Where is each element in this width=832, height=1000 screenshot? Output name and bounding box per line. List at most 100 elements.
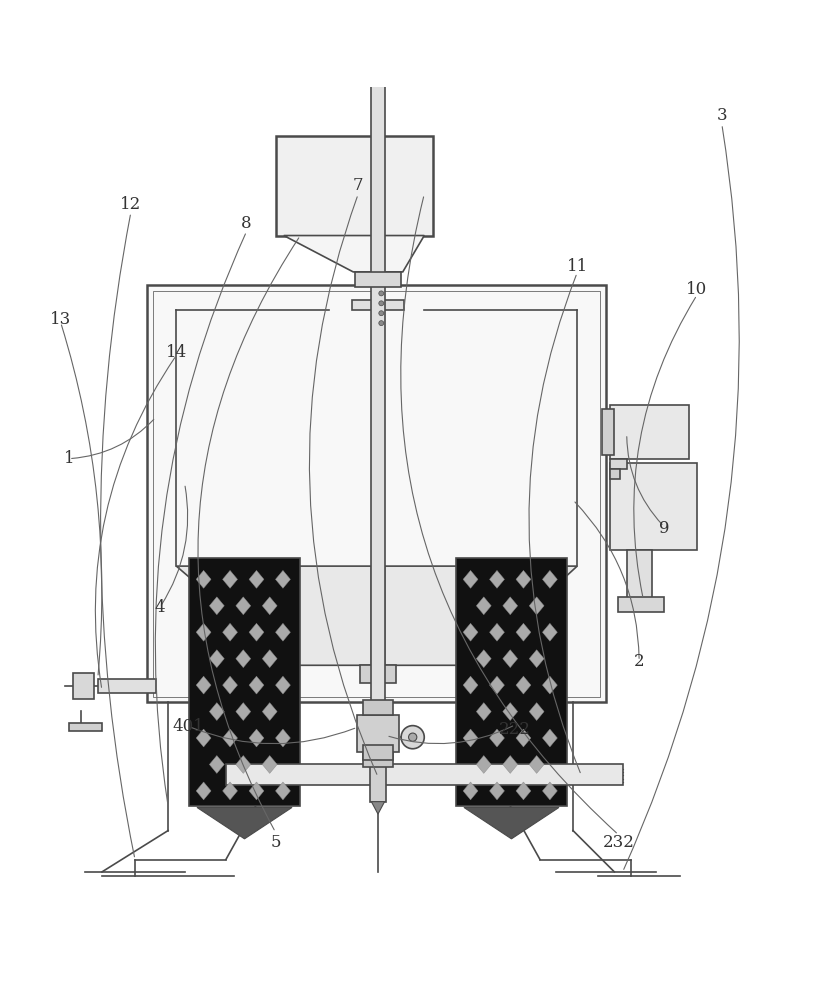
Bar <box>359 665 396 683</box>
Polygon shape <box>516 676 531 694</box>
Polygon shape <box>463 729 478 747</box>
Circle shape <box>379 321 384 326</box>
Bar <box>73 673 94 699</box>
Polygon shape <box>223 623 237 641</box>
Text: 4: 4 <box>155 599 165 616</box>
Polygon shape <box>262 597 277 615</box>
Polygon shape <box>210 756 225 773</box>
Polygon shape <box>275 623 290 641</box>
Polygon shape <box>529 650 544 668</box>
Text: 232: 232 <box>602 834 635 851</box>
Polygon shape <box>463 570 478 588</box>
Polygon shape <box>516 623 531 641</box>
Polygon shape <box>196 623 211 641</box>
Bar <box>456 558 567 806</box>
Polygon shape <box>210 703 225 720</box>
Bar <box>353 300 404 310</box>
Polygon shape <box>235 703 250 720</box>
Polygon shape <box>223 676 237 694</box>
Circle shape <box>379 291 384 296</box>
Polygon shape <box>516 782 531 800</box>
Bar <box>369 748 386 802</box>
Polygon shape <box>249 623 264 641</box>
Polygon shape <box>503 650 518 668</box>
Polygon shape <box>262 650 277 668</box>
Polygon shape <box>235 597 250 615</box>
Bar <box>610 469 620 479</box>
Polygon shape <box>542 623 557 641</box>
Bar <box>363 700 393 715</box>
Polygon shape <box>284 236 424 272</box>
Polygon shape <box>262 703 277 720</box>
Polygon shape <box>489 729 504 747</box>
Polygon shape <box>210 597 225 615</box>
Polygon shape <box>196 729 211 747</box>
Polygon shape <box>516 729 531 747</box>
Polygon shape <box>223 782 237 800</box>
Polygon shape <box>489 676 504 694</box>
Polygon shape <box>503 597 518 615</box>
Polygon shape <box>235 650 250 668</box>
Polygon shape <box>196 676 211 694</box>
Bar <box>363 752 393 767</box>
Polygon shape <box>249 570 264 588</box>
Polygon shape <box>529 597 544 615</box>
Bar <box>626 550 651 599</box>
Text: 10: 10 <box>686 281 708 298</box>
Bar <box>610 463 697 550</box>
Polygon shape <box>464 807 559 839</box>
Polygon shape <box>477 650 491 668</box>
Polygon shape <box>223 729 237 747</box>
Polygon shape <box>529 756 544 773</box>
Bar <box>69 723 102 731</box>
Polygon shape <box>275 729 290 747</box>
Polygon shape <box>210 650 225 668</box>
Text: 12: 12 <box>121 196 141 213</box>
Text: 13: 13 <box>50 311 72 328</box>
Bar <box>147 285 606 702</box>
Text: 7: 7 <box>353 177 364 194</box>
Polygon shape <box>275 782 290 800</box>
Polygon shape <box>516 570 531 588</box>
Text: 3: 3 <box>716 107 727 124</box>
Bar <box>610 405 689 459</box>
Polygon shape <box>275 676 290 694</box>
Polygon shape <box>384 566 577 665</box>
Polygon shape <box>529 703 544 720</box>
Bar <box>189 558 300 806</box>
Text: 222: 222 <box>499 721 531 738</box>
Polygon shape <box>542 782 557 800</box>
Polygon shape <box>463 623 478 641</box>
Polygon shape <box>489 623 504 641</box>
Polygon shape <box>196 570 211 588</box>
Polygon shape <box>477 756 491 773</box>
Bar <box>602 409 614 455</box>
Polygon shape <box>489 782 504 800</box>
Polygon shape <box>249 782 264 800</box>
Polygon shape <box>223 570 237 588</box>
Bar <box>371 79 384 744</box>
Polygon shape <box>477 703 491 720</box>
Text: 2: 2 <box>634 653 645 670</box>
Polygon shape <box>262 756 277 773</box>
Polygon shape <box>489 570 504 588</box>
Text: 9: 9 <box>659 520 669 537</box>
Text: 1: 1 <box>63 450 74 467</box>
Bar <box>226 764 622 785</box>
Polygon shape <box>235 756 250 773</box>
Polygon shape <box>503 703 518 720</box>
Polygon shape <box>503 756 518 773</box>
Bar <box>153 291 601 697</box>
Polygon shape <box>196 782 211 800</box>
Polygon shape <box>249 676 264 694</box>
Bar <box>354 272 401 287</box>
Text: 8: 8 <box>241 215 252 232</box>
Polygon shape <box>542 676 557 694</box>
Circle shape <box>401 726 424 749</box>
Text: 401: 401 <box>173 718 205 735</box>
Circle shape <box>379 311 384 316</box>
Text: 5: 5 <box>270 834 280 851</box>
Bar <box>357 715 399 752</box>
Bar <box>98 679 156 693</box>
Polygon shape <box>463 782 478 800</box>
